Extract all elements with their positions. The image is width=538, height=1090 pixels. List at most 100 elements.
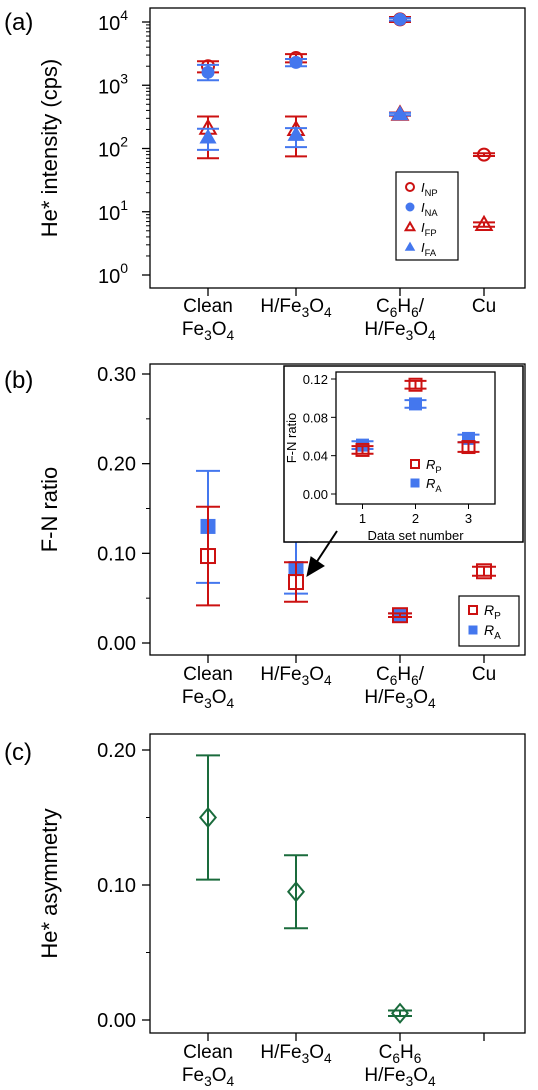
label-part: 6 bbox=[411, 305, 419, 320]
data-point bbox=[392, 607, 408, 624]
y-axis-label: He* asymmetry bbox=[37, 808, 62, 958]
y-tick-label: 102 bbox=[98, 134, 128, 162]
label-part: 3 bbox=[406, 696, 414, 711]
label-part: O bbox=[309, 1042, 324, 1063]
legend-marker bbox=[404, 241, 416, 251]
legend-label: IFA bbox=[421, 240, 437, 258]
symbol-sub: P bbox=[494, 611, 501, 622]
legend-marker bbox=[468, 625, 478, 635]
panel-b: (b)F-N ratio0.000.100.200.30CleanFe3O4H/… bbox=[4, 363, 526, 711]
label-part: O bbox=[309, 664, 324, 685]
data-point bbox=[286, 881, 306, 903]
y-axis-label: He* intensity (cps) bbox=[37, 59, 62, 238]
symbol-sub: NA bbox=[425, 208, 439, 218]
label-part: 6 bbox=[392, 1051, 400, 1066]
x-tick-label: H/Fe3O4 bbox=[260, 1042, 332, 1066]
x-tick-label: Fe3O4 bbox=[182, 687, 235, 711]
label-part: 4 bbox=[226, 328, 234, 343]
y-tick-label: 0.00 bbox=[97, 1010, 136, 1032]
data-point bbox=[391, 105, 409, 121]
inset-x-tick-label: 1 bbox=[359, 511, 366, 526]
inset-y-tick-label: 0.04 bbox=[303, 449, 328, 464]
panel-label: (a) bbox=[4, 9, 33, 36]
tick-base: 10 bbox=[98, 266, 120, 288]
inset-legend-label: RP bbox=[426, 457, 442, 475]
data-point bbox=[477, 147, 491, 162]
y-tick-label: 0.00 bbox=[97, 633, 136, 655]
data-point bbox=[287, 126, 305, 141]
y-tick-label: 101 bbox=[98, 197, 128, 225]
symbol-base: I bbox=[421, 220, 425, 235]
symbol-base: R bbox=[426, 457, 435, 472]
label-part: 3 bbox=[406, 1074, 414, 1089]
symbol-sub: FA bbox=[425, 248, 437, 258]
symbol-base: I bbox=[421, 200, 425, 215]
label-part: 3 bbox=[204, 696, 212, 711]
label-part: Fe bbox=[182, 1065, 204, 1086]
callout-arrow bbox=[315, 530, 338, 564]
label-part: H/Fe bbox=[260, 296, 301, 317]
x-tick-label: Fe3O4 bbox=[182, 1065, 235, 1089]
data-point bbox=[393, 12, 407, 26]
label-part: C bbox=[379, 1042, 393, 1063]
inset-data-point bbox=[409, 397, 422, 411]
label-part: Clean bbox=[183, 296, 233, 317]
label-part: O bbox=[413, 319, 428, 340]
data-point bbox=[289, 55, 303, 69]
legend-label: INP bbox=[421, 180, 438, 198]
x-tick-label: Fe3O4 bbox=[182, 319, 235, 343]
legend-marker bbox=[405, 182, 415, 192]
tick-exp: 2 bbox=[120, 134, 128, 150]
symbol-base: I bbox=[421, 240, 425, 255]
symbol-base: R bbox=[484, 622, 494, 638]
y-tick-label: 0.10 bbox=[97, 875, 136, 897]
x-tick-label: Clean bbox=[183, 1042, 233, 1063]
data-point bbox=[199, 128, 217, 144]
label-part: 6 bbox=[390, 673, 398, 688]
y-tick-label: 100 bbox=[98, 260, 128, 288]
panel-a: (a)He* intensity (cps)100101102103104Cle… bbox=[4, 7, 526, 343]
label-part: Clean bbox=[183, 664, 233, 685]
y-tick-label: 0.30 bbox=[97, 364, 136, 386]
label-part: 4 bbox=[324, 305, 332, 320]
tick-base: 10 bbox=[98, 13, 120, 35]
label-part: Fe bbox=[182, 687, 204, 708]
tick-base: 10 bbox=[98, 140, 120, 162]
symbol-sub: FP bbox=[425, 228, 437, 238]
y-axis-label: F-N ratio bbox=[37, 467, 62, 553]
label-part: 4 bbox=[324, 1051, 332, 1066]
label-part: 3 bbox=[204, 1074, 212, 1089]
y-tick-label: 103 bbox=[98, 70, 128, 98]
label-part: 4 bbox=[226, 696, 234, 711]
symbol-base: I bbox=[421, 180, 425, 195]
label-part: 3 bbox=[406, 328, 414, 343]
label-part: O bbox=[413, 687, 428, 708]
plot-frame bbox=[149, 733, 526, 1034]
x-tick-label: H/Fe3O4 bbox=[260, 664, 332, 688]
inset-y-tick-label: 0.00 bbox=[303, 487, 328, 502]
x-tick-label: H/Fe3O4 bbox=[364, 319, 436, 343]
label-part: O bbox=[413, 1065, 428, 1086]
symbol-base: R bbox=[426, 476, 435, 491]
panel-c: (c)He* asymmetry0.000.100.20CleanFe3O4H/… bbox=[4, 733, 526, 1089]
label-part: O bbox=[212, 687, 227, 708]
x-tick-label: C6H6/ bbox=[376, 296, 425, 320]
label-part: H/Fe bbox=[260, 664, 301, 685]
inset-data-point bbox=[355, 442, 370, 457]
label-part: Cu bbox=[472, 296, 496, 317]
label-part: / bbox=[419, 664, 425, 685]
x-tick-label: Clean bbox=[183, 296, 233, 317]
legend-box bbox=[458, 595, 520, 647]
label-part: H/Fe bbox=[364, 319, 405, 340]
legend-marker bbox=[468, 605, 478, 615]
label-part: 4 bbox=[428, 696, 436, 711]
symbol-sub: A bbox=[494, 631, 501, 642]
label-part: 4 bbox=[324, 673, 332, 688]
tick-exp: 3 bbox=[120, 70, 128, 86]
label-part: H bbox=[397, 664, 411, 685]
label-part: H/Fe bbox=[260, 1042, 301, 1063]
